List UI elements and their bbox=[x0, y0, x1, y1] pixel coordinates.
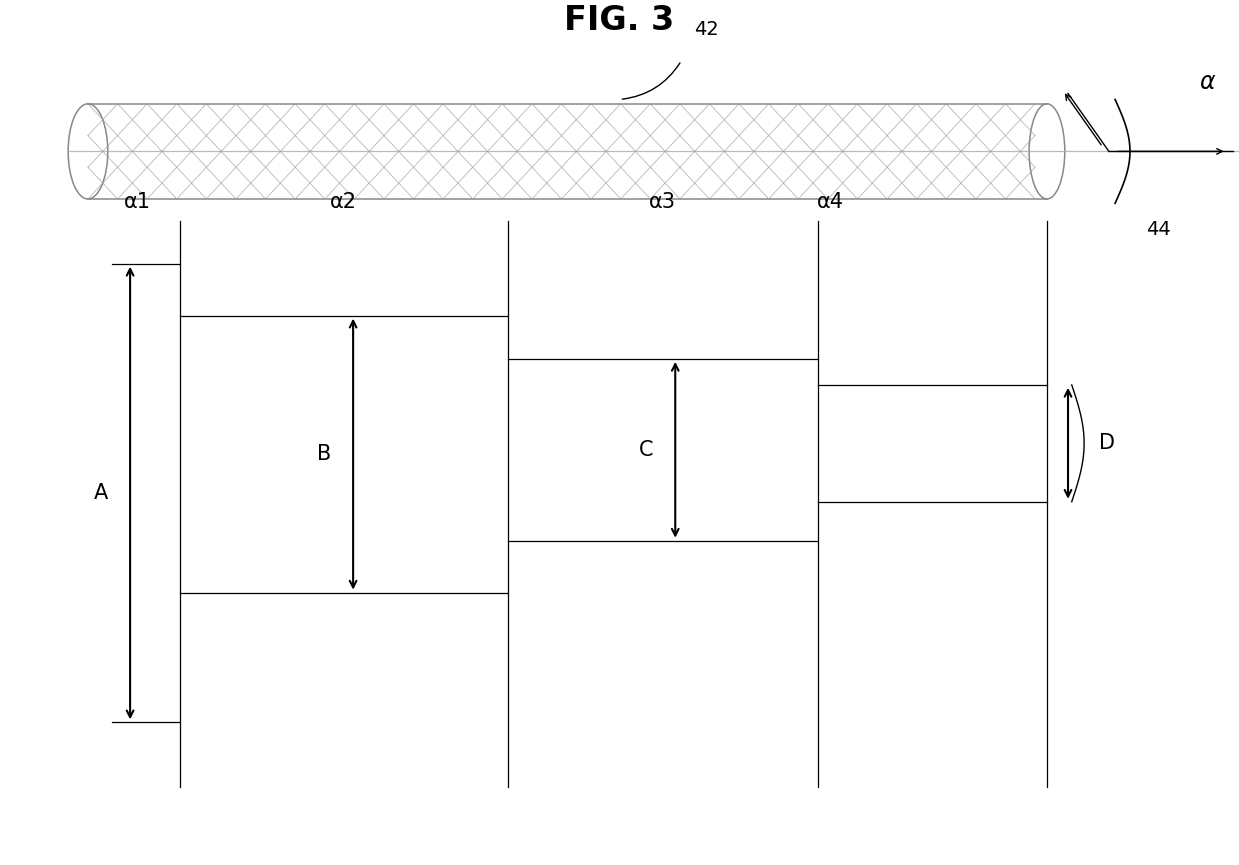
Text: C: C bbox=[638, 439, 653, 460]
Text: α4: α4 bbox=[817, 192, 844, 212]
Text: D: D bbox=[1099, 433, 1115, 453]
Text: 44: 44 bbox=[1146, 220, 1171, 239]
Text: α1: α1 bbox=[124, 192, 151, 212]
Text: α2: α2 bbox=[331, 192, 357, 212]
Text: B: B bbox=[316, 444, 331, 465]
Text: α3: α3 bbox=[649, 192, 676, 212]
Text: FIG. 3: FIG. 3 bbox=[565, 4, 674, 37]
Text: $\alpha$: $\alpha$ bbox=[1199, 70, 1217, 94]
Text: 42: 42 bbox=[694, 20, 719, 39]
Text: A: A bbox=[93, 483, 108, 503]
